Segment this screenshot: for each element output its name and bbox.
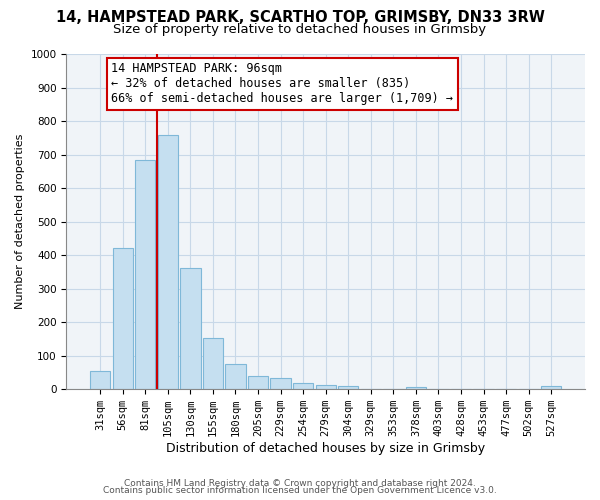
Bar: [541, 386, 562, 389]
Bar: [203, 338, 223, 389]
Bar: [90, 372, 110, 389]
Bar: [316, 385, 336, 389]
Bar: [406, 386, 426, 389]
Bar: [113, 248, 133, 389]
Bar: [338, 386, 358, 389]
Bar: [180, 268, 200, 389]
Bar: [271, 378, 291, 389]
X-axis label: Distribution of detached houses by size in Grimsby: Distribution of detached houses by size …: [166, 442, 485, 455]
Bar: [135, 160, 155, 389]
Y-axis label: Number of detached properties: Number of detached properties: [15, 134, 25, 310]
Text: Size of property relative to detached houses in Grimsby: Size of property relative to detached ho…: [113, 22, 487, 36]
Text: 14 HAMPSTEAD PARK: 96sqm
← 32% of detached houses are smaller (835)
66% of semi-: 14 HAMPSTEAD PARK: 96sqm ← 32% of detach…: [112, 62, 454, 106]
Bar: [248, 376, 268, 389]
Bar: [158, 136, 178, 389]
Bar: [293, 383, 313, 389]
Text: 14, HAMPSTEAD PARK, SCARTHO TOP, GRIMSBY, DN33 3RW: 14, HAMPSTEAD PARK, SCARTHO TOP, GRIMSBY…: [56, 10, 544, 25]
Bar: [226, 364, 245, 389]
Text: Contains HM Land Registry data © Crown copyright and database right 2024.: Contains HM Land Registry data © Crown c…: [124, 478, 476, 488]
Text: Contains public sector information licensed under the Open Government Licence v3: Contains public sector information licen…: [103, 486, 497, 495]
